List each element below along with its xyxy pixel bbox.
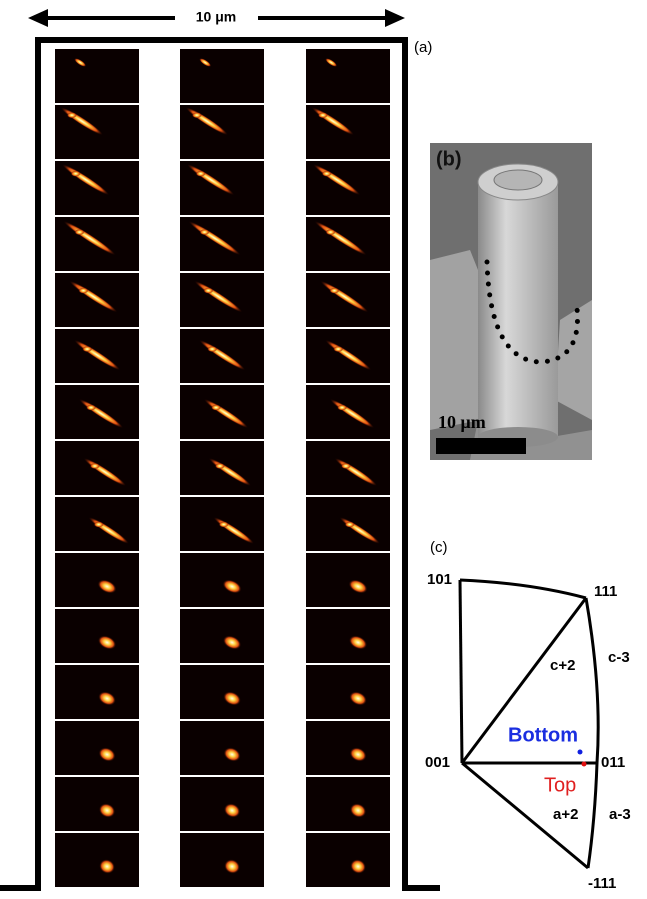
light-spot [341, 463, 351, 469]
panel-label: (b) [436, 148, 462, 170]
top-point [582, 762, 587, 767]
light-spot [333, 346, 343, 352]
figure: 10 μm (a) (b) 10 μm (c) 101 111 001 011 … [0, 0, 647, 894]
light-spot [318, 112, 328, 118]
arrow-head [385, 9, 405, 27]
image-cell [55, 833, 139, 887]
region-label: c+2 [550, 657, 575, 674]
arrow-head [28, 9, 48, 27]
light-spot [322, 171, 332, 177]
image-cell [55, 721, 139, 775]
scale-label: 10 μm [196, 9, 236, 25]
light-spot [200, 229, 210, 235]
image-cell [55, 553, 139, 607]
region-label: c-3 [608, 649, 630, 666]
image-cell [180, 777, 264, 831]
image-cell [180, 49, 264, 103]
light-spot [345, 521, 355, 527]
scale-label: 10 μm [438, 412, 486, 432]
image-cell [55, 609, 139, 663]
node-label: -111 [588, 875, 616, 892]
panel-label: (a) [414, 39, 432, 56]
node-label: 101 [427, 571, 452, 588]
image-cell [306, 609, 390, 663]
light-spot [90, 463, 100, 469]
bottom-point [578, 750, 583, 755]
panel-label: (c) [430, 539, 448, 556]
light-spot [192, 112, 202, 118]
light-spot [211, 405, 221, 411]
light-spot [67, 112, 77, 118]
image-grid [55, 49, 390, 887]
light-spot [94, 521, 104, 527]
light-spot [215, 463, 225, 469]
image-cell [180, 553, 264, 607]
light-spot [207, 346, 217, 352]
light-spot [203, 288, 213, 294]
image-cell [180, 665, 264, 719]
region-label: a+2 [553, 806, 578, 823]
point-label: Top [544, 774, 576, 796]
light-spot [326, 229, 336, 235]
light-spot [196, 171, 206, 177]
image-cell [306, 49, 390, 103]
image-cell [55, 665, 139, 719]
image-cell [180, 721, 264, 775]
light-spot [75, 229, 85, 235]
image-cell [306, 721, 390, 775]
image-cell [306, 665, 390, 719]
node-label: 111 [594, 583, 617, 600]
image-cell [55, 49, 139, 103]
light-spot [337, 405, 347, 411]
light-spot [71, 171, 81, 177]
image-cell [180, 833, 264, 887]
node-label: 001 [425, 754, 450, 771]
light-spot [82, 346, 92, 352]
light-spot [86, 405, 96, 411]
image-cell [55, 777, 139, 831]
light-spot [329, 288, 339, 294]
image-cell [306, 833, 390, 887]
image-cell [180, 609, 264, 663]
light-spot [219, 521, 229, 527]
image-cell [306, 553, 390, 607]
node-label: 011 [601, 754, 625, 771]
light-spot [78, 288, 88, 294]
point-label: Bottom [508, 724, 578, 746]
image-cell [306, 777, 390, 831]
region-label: a-3 [609, 806, 631, 823]
